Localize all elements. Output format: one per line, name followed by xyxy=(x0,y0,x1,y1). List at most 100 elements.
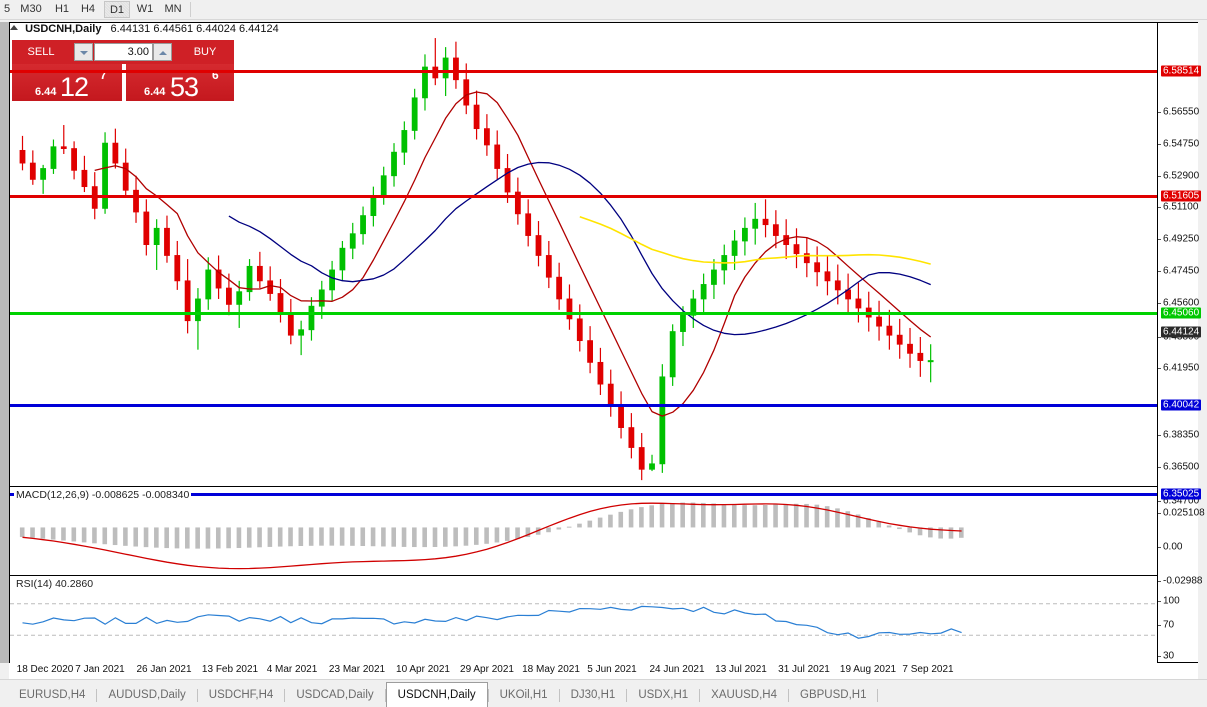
volume-decrement-button[interactable] xyxy=(74,43,93,61)
chart-tab-dj30-h1[interactable]: DJ30,H1 xyxy=(570,689,616,701)
chart-tab-xauusd-h4[interactable]: XAUUSD,H4 xyxy=(711,689,777,701)
chart-tab-usdx-h1[interactable]: USDX,H1 xyxy=(638,689,689,701)
timeframe-m30-button[interactable]: M30 xyxy=(20,3,42,15)
chart-tab-gbpusd-h1[interactable]: GBPUSD,H1 xyxy=(800,689,867,701)
timeframe-mn-button[interactable]: MN xyxy=(164,3,182,15)
time-label: 7 Sep 2021 xyxy=(902,664,954,675)
indicator-scale-label--0.02988: -0.02988 xyxy=(1163,575,1203,587)
chart-tab-ukoil-h1[interactable]: UKOil,H1 xyxy=(499,689,548,701)
scale-tick xyxy=(1158,625,1161,626)
scale-separator xyxy=(1157,23,1158,662)
tab-divider xyxy=(626,689,628,702)
scale-tick xyxy=(1158,513,1161,514)
sell-button[interactable]: SELL xyxy=(12,40,70,64)
chart-symbol: USDCNH,Daily xyxy=(25,23,102,35)
timeframe-h1-button[interactable]: H1 xyxy=(54,3,70,15)
scale-tick xyxy=(1158,581,1161,582)
price-label-6.45060: 6.45060 xyxy=(1161,307,1202,319)
time-label: 13 Feb 2021 xyxy=(201,664,259,675)
time-label: 10 Apr 2021 xyxy=(396,664,450,675)
price-label-6.51100: 6.51100 xyxy=(1163,201,1199,213)
time-label: 18 May 2021 xyxy=(522,664,580,675)
triangle-up-icon[interactable] xyxy=(10,25,18,30)
sell-fraction: 7 xyxy=(100,68,107,82)
sell-big-figure: 6.44 xyxy=(35,86,57,98)
price-label-6.56550: 6.56550 xyxy=(1163,106,1200,118)
chart-tabs: EURUSD,H4 AUDUSD,Daily USDCHF,H4 USDCAD,Dai… xyxy=(8,681,879,707)
chart-tab-usdcnh-daily[interactable]: USDCNH,Daily xyxy=(385,682,488,707)
toolbar-divider xyxy=(190,2,191,17)
price-label-6.54750: 6.54750 xyxy=(1163,138,1200,150)
rsi-pane[interactable]: RSI(14) 40.2860 xyxy=(10,575,1157,663)
level-line-pivot-upper[interactable] xyxy=(10,404,1157,407)
buy-pips: 53 xyxy=(170,72,199,101)
price-label-6.47450: 6.47450 xyxy=(1163,265,1200,277)
scale-tick xyxy=(1158,547,1161,548)
price-label-6.41950: 6.41950 xyxy=(1163,362,1200,374)
tab-divider xyxy=(487,689,489,702)
indicator-scale-label-100: 100 xyxy=(1163,595,1180,607)
price-label-6.51605: 6.51605 xyxy=(1161,190,1202,202)
level-line-resistance-upper[interactable] xyxy=(10,70,1157,73)
time-label: 23 Mar 2021 xyxy=(328,664,386,675)
rsi-label: RSI(14) 40.2860 xyxy=(14,578,96,590)
tab-divider xyxy=(384,689,386,702)
scale-tick xyxy=(1158,176,1161,177)
chart-tab-audusd-daily[interactable]: AUDUSD,Daily xyxy=(108,689,186,701)
chart-tab-usdchf-h4[interactable]: USDCHF,H4 xyxy=(208,689,274,701)
scale-tick xyxy=(1158,239,1161,240)
tab-divider xyxy=(699,689,701,702)
price-label-6.35025: 6.35025 xyxy=(1161,488,1202,500)
scale-tick xyxy=(1158,271,1161,272)
chevron-up-icon xyxy=(159,51,167,55)
indicator-scale-label-0.025108: 0.025108 xyxy=(1163,507,1205,519)
tab-divider xyxy=(558,689,560,702)
volume-input[interactable]: 3.00 xyxy=(94,43,153,61)
chart-canvas[interactable]: MACD(12,26,9) -0.008625 -0.008340 RSI(14… xyxy=(9,22,1205,680)
time-label: 18 Dec 2020 xyxy=(16,664,74,675)
time-label: 29 Apr 2021 xyxy=(460,664,514,675)
macd-plot xyxy=(19,502,964,570)
volume-increment-button[interactable] xyxy=(153,43,172,61)
scale-tick xyxy=(1158,656,1161,657)
time-label: 13 Jul 2021 xyxy=(715,664,767,675)
price-label-6.58514: 6.58514 xyxy=(1161,65,1202,77)
price-label-6.36500: 6.36500 xyxy=(1163,461,1200,473)
tab-divider xyxy=(284,689,286,702)
time-label: 26 Jan 2021 xyxy=(136,664,192,675)
chart-left-gutter xyxy=(0,22,9,663)
timeframe-h4-button[interactable]: H4 xyxy=(80,3,96,15)
chart-tab-eurusd-h4[interactable]: EURUSD,H4 xyxy=(19,689,86,701)
chevron-down-icon xyxy=(80,51,88,55)
time-label: 24 Jun 2021 xyxy=(649,664,705,675)
chart-header: USDCNH,Daily 6.44131 6.44561 6.44024 6.4… xyxy=(10,23,279,37)
buy-fraction: 6 xyxy=(212,68,219,82)
scale-tick xyxy=(1158,601,1161,602)
time-label: 5 Jun 2021 xyxy=(587,664,637,675)
macd-pane[interactable]: MACD(12,26,9) -0.008625 -0.008340 xyxy=(10,486,1157,575)
price-label-6.38350: 6.38350 xyxy=(1163,429,1200,441)
scale-tick xyxy=(1158,144,1161,145)
level-line-support-green[interactable] xyxy=(10,312,1157,315)
chart-tab-usdcad-daily[interactable]: USDCAD,Daily xyxy=(296,689,374,701)
price-label-6.52900: 6.52900 xyxy=(1163,170,1200,182)
rsi-plot xyxy=(10,603,1157,639)
scale-tick xyxy=(1158,435,1161,436)
time-axis[interactable]: 18 Dec 2020 7 Jan 2021 26 Jan 2021 13 Feb 2… xyxy=(9,663,1198,679)
buy-button[interactable]: BUY xyxy=(176,40,234,64)
scale-tick xyxy=(1158,337,1161,338)
indicator-scale-label-70: 70 xyxy=(1163,619,1175,631)
time-label: 4 Mar 2021 xyxy=(266,664,318,675)
time-label: 19 Aug 2021 xyxy=(839,664,897,675)
timeframe-d1-button[interactable]: D1 xyxy=(104,1,130,18)
timeframe-5-button[interactable]: 5 xyxy=(3,3,11,15)
timeframe-toolbar: 5 M30 H1 H4 D1 W1 MN xyxy=(0,0,1207,20)
level-line-pivot-lower[interactable] xyxy=(10,493,1157,496)
timeframe-w1-button[interactable]: W1 xyxy=(136,3,154,15)
level-line-resistance-lower[interactable] xyxy=(10,195,1157,198)
price-scale[interactable]: 6.58514 6.56550 6.54750 6.52900 6.51605 6.511… xyxy=(1158,23,1205,680)
sell-pips: 12 xyxy=(60,72,89,101)
volume-control[interactable]: 3.00 xyxy=(70,40,176,64)
price-label-6.40042: 6.40042 xyxy=(1161,399,1202,411)
time-label: 31 Jul 2021 xyxy=(778,664,830,675)
